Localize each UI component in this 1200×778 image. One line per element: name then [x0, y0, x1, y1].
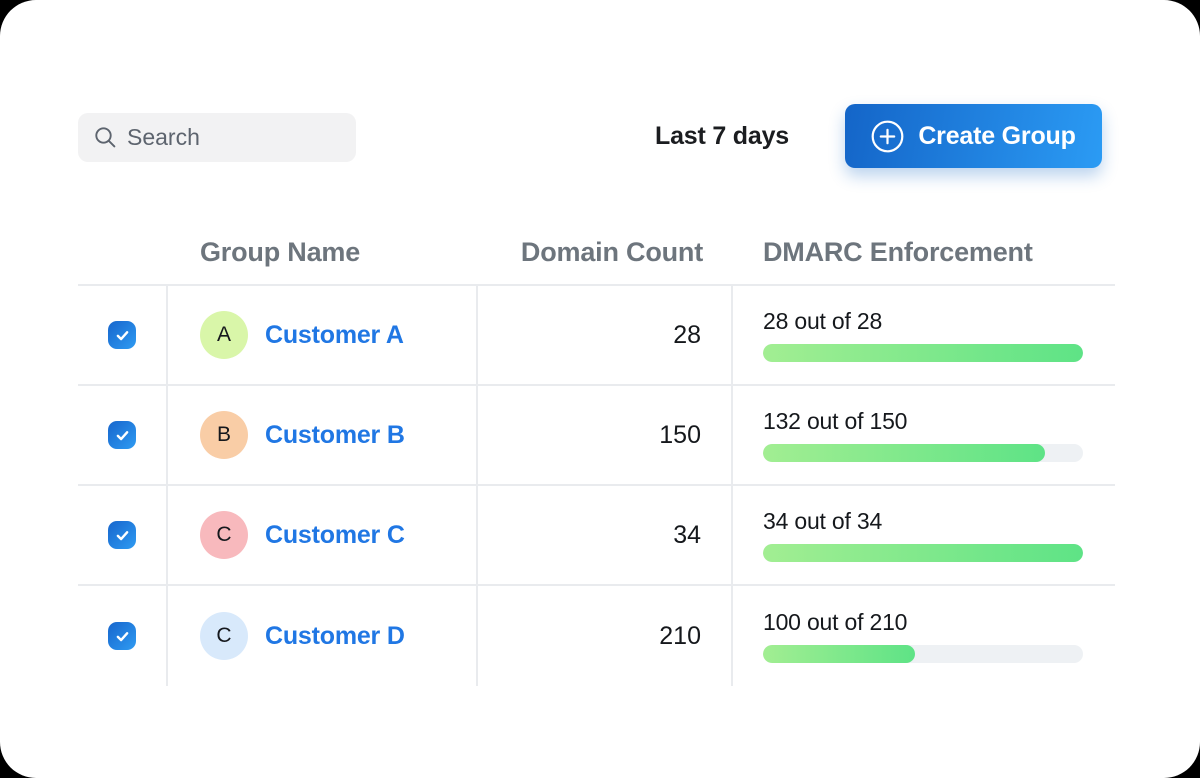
- search-box[interactable]: [78, 113, 356, 162]
- enforcement-progress-fill: [763, 344, 1083, 362]
- domain-count-value: 34: [478, 486, 733, 584]
- enforcement-progress-track: [763, 544, 1083, 562]
- row-checkbox[interactable]: [108, 622, 136, 650]
- table-header-row: Group Name Domain Count DMARC Enforcemen…: [78, 220, 1115, 286]
- header-select-column: [78, 220, 168, 284]
- create-group-label: Create Group: [918, 122, 1075, 151]
- enforcement-progress-track: [763, 645, 1083, 663]
- app-card: Last 7 days Create Group Group Name Doma…: [0, 0, 1200, 778]
- table-row: C Customer D 210 100 out of 210: [78, 586, 1115, 686]
- enforcement-label: 100 out of 210: [763, 609, 907, 636]
- groups-table: Group Name Domain Count DMARC Enforcemen…: [78, 220, 1115, 686]
- check-icon: [114, 527, 131, 544]
- search-icon: [94, 126, 117, 149]
- enforcement-progress-fill: [763, 444, 1045, 462]
- domain-count-value: 28: [478, 286, 733, 384]
- create-group-button[interactable]: Create Group: [845, 104, 1102, 168]
- row-checkbox[interactable]: [108, 321, 136, 349]
- enforcement-progress-track: [763, 444, 1083, 462]
- check-icon: [114, 628, 131, 645]
- avatar: B: [200, 411, 248, 459]
- customer-link[interactable]: Customer D: [265, 622, 405, 651]
- avatar: A: [200, 311, 248, 359]
- check-icon: [114, 327, 131, 344]
- enforcement-label: 34 out of 34: [763, 508, 882, 535]
- domain-count-value: 210: [478, 586, 733, 686]
- avatar: C: [200, 511, 248, 559]
- customer-link[interactable]: Customer B: [265, 421, 405, 450]
- check-icon: [114, 427, 131, 444]
- header-domain-count: Domain Count: [478, 220, 733, 284]
- date-range-label[interactable]: Last 7 days: [655, 104, 789, 168]
- header-group-name: Group Name: [168, 220, 478, 284]
- enforcement-progress-fill: [763, 544, 1083, 562]
- search-input[interactable]: [127, 124, 342, 151]
- enforcement-progress-track: [763, 344, 1083, 362]
- enforcement-progress-fill: [763, 645, 915, 663]
- table-row: C Customer C 34 34 out of 34: [78, 486, 1115, 586]
- plus-circle-icon: [871, 120, 904, 153]
- table-row: B Customer B 150 132 out of 150: [78, 386, 1115, 486]
- customer-link[interactable]: Customer A: [265, 321, 404, 350]
- table-row: A Customer A 28 28 out of 28: [78, 286, 1115, 386]
- enforcement-label: 28 out of 28: [763, 308, 882, 335]
- customer-link[interactable]: Customer C: [265, 521, 405, 550]
- row-checkbox[interactable]: [108, 421, 136, 449]
- row-checkbox[interactable]: [108, 521, 136, 549]
- avatar: C: [200, 612, 248, 660]
- enforcement-label: 132 out of 150: [763, 408, 907, 435]
- header-dmarc-enforcement: DMARC Enforcement: [733, 220, 1115, 284]
- domain-count-value: 150: [478, 386, 733, 484]
